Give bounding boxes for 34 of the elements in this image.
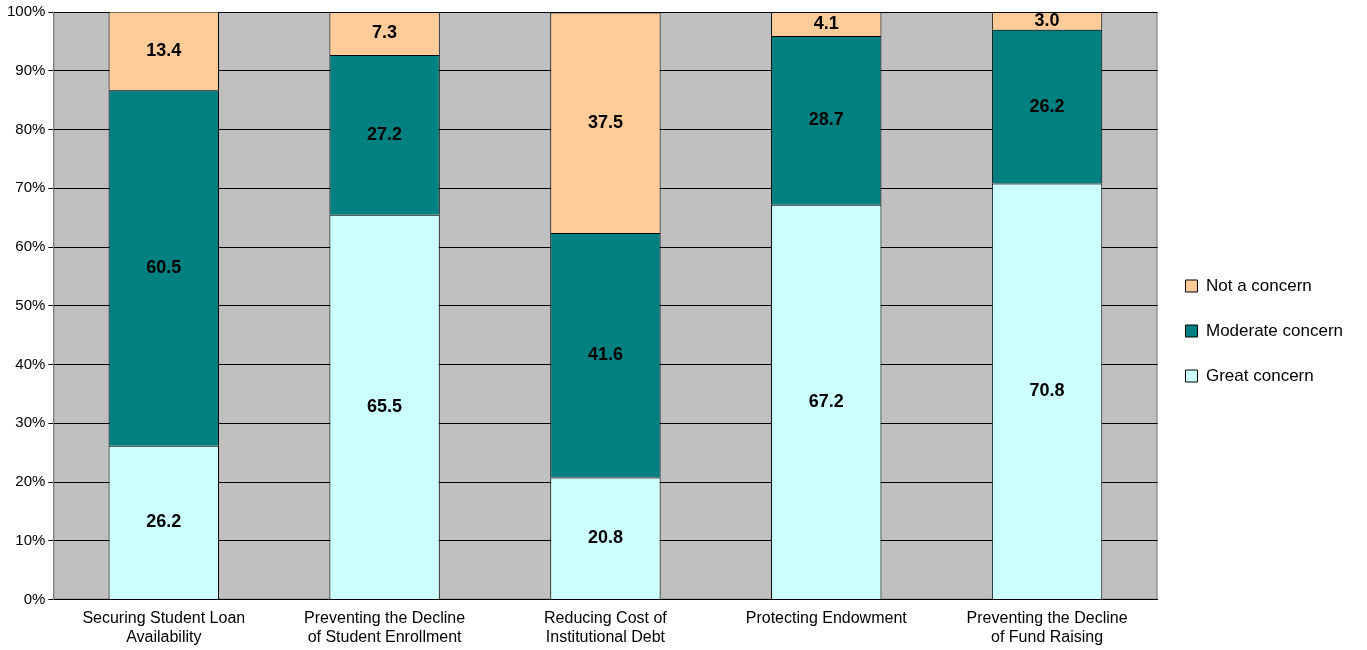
y-tick-label: 80%: [15, 119, 46, 137]
data-label: 67.2: [808, 390, 844, 411]
data-label: 13.4: [146, 39, 182, 60]
data-label: 4.1: [813, 13, 839, 34]
data-label: 70.8: [1029, 380, 1065, 401]
data-label: 20.8: [587, 527, 623, 548]
x-tick-label: Reducing Cost of Institutional Debt: [544, 608, 668, 645]
y-tick-label: 40%: [15, 354, 46, 372]
legend-label: Not a concern: [1205, 275, 1312, 295]
y-tick-label: 50%: [15, 295, 46, 313]
data-label: 60.5: [146, 256, 182, 277]
y-tick-label: 20%: [15, 472, 46, 490]
y-tick-label: 90%: [15, 60, 46, 78]
data-label: 3.0: [1034, 9, 1060, 30]
data-label: 65.5: [367, 395, 403, 416]
data-label: 28.7: [808, 109, 844, 130]
data-label: 37.5: [587, 111, 623, 132]
y-tick-label: 100%: [6, 2, 46, 20]
data-label: 26.2: [146, 511, 182, 532]
x-tick-label: Securing Student Loan Availability: [82, 608, 246, 645]
y-tick-label: 30%: [15, 413, 46, 431]
data-label: 27.2: [367, 123, 403, 144]
x-tick-label: Preventing the Decline of Student Enrollment: [304, 608, 466, 645]
data-label: 41.6: [587, 344, 623, 365]
legend-label: Great concern: [1205, 365, 1314, 385]
data-label: 26.2: [1029, 95, 1065, 116]
data-label: 7.3: [372, 22, 398, 43]
y-tick-label: 60%: [15, 237, 46, 255]
legend-label: Moderate concern: [1205, 320, 1344, 340]
y-tick-label: 10%: [15, 530, 46, 548]
y-tick-label: 0%: [23, 589, 46, 607]
x-tick-label: Protecting Endowment: [745, 608, 908, 626]
y-tick-label: 70%: [15, 178, 46, 196]
x-tick-label: Preventing the Decline of Fund Raising: [966, 608, 1128, 645]
